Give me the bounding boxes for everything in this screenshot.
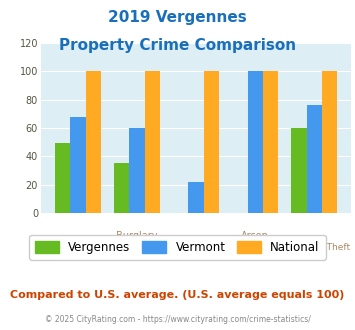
Bar [114,163,129,213]
Text: 2019 Vergennes: 2019 Vergennes [108,10,247,25]
Bar [263,71,278,213]
Bar [247,71,263,213]
Bar [86,71,101,213]
Bar [204,71,219,213]
Legend: Vergennes, Vermont, National: Vergennes, Vermont, National [29,235,326,260]
Bar [322,71,337,213]
Text: Arson: Arson [241,231,269,241]
Bar [291,128,307,213]
Text: All Property Crime: All Property Crime [37,244,119,252]
Text: Burglary: Burglary [116,231,158,241]
Bar [70,116,86,213]
Text: Property Crime Comparison: Property Crime Comparison [59,38,296,53]
Bar [307,105,322,213]
Bar [145,71,160,213]
Text: © 2025 CityRating.com - https://www.cityrating.com/crime-statistics/: © 2025 CityRating.com - https://www.city… [45,315,310,324]
Text: Compared to U.S. average. (U.S. average equals 100): Compared to U.S. average. (U.S. average … [10,290,345,300]
Bar [189,182,204,213]
Text: Motor Vehicle Theft: Motor Vehicle Theft [152,244,240,252]
Bar [55,144,70,213]
Bar [129,128,145,213]
Text: Larceny & Theft: Larceny & Theft [278,244,350,252]
